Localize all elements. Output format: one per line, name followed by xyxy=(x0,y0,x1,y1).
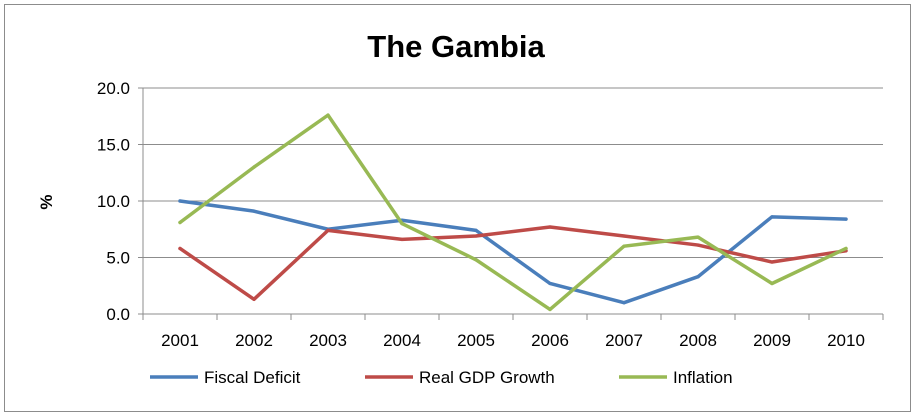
data-point xyxy=(474,258,478,262)
x-tick-label: 2003 xyxy=(309,331,347,350)
x-tick-label: 2001 xyxy=(161,331,199,350)
series-line-inflation xyxy=(178,113,848,312)
x-tick-label: 2004 xyxy=(383,331,421,350)
data-point xyxy=(696,243,700,247)
legend-label: Inflation xyxy=(673,368,733,387)
y-tick-label: 15.0 xyxy=(97,136,130,155)
data-point xyxy=(696,235,700,239)
series-lines xyxy=(178,113,848,312)
x-tick-label: 2002 xyxy=(235,331,273,350)
y-axis-label: % xyxy=(37,194,56,209)
chart-frame: The Gambia % 0.0 5.0 10.0 15.0 20.0 2001 2002 2… xyxy=(4,4,911,412)
data-point xyxy=(696,275,700,279)
data-point xyxy=(252,165,256,169)
data-point xyxy=(622,301,626,305)
y-tick-label: 20.0 xyxy=(97,79,130,98)
y-tick-label: 5.0 xyxy=(106,249,130,268)
data-point xyxy=(326,113,330,117)
data-point xyxy=(844,217,848,221)
data-point xyxy=(770,215,774,219)
y-tick-label: 0.0 xyxy=(106,305,130,324)
data-point xyxy=(400,222,404,226)
data-point xyxy=(622,244,626,248)
axes: 0.0 5.0 10.0 15.0 20.0 2001 2002 2003 2004 2005 20… xyxy=(97,79,884,350)
data-point xyxy=(326,228,330,232)
data-point xyxy=(252,209,256,213)
data-point xyxy=(178,220,182,225)
data-point xyxy=(400,237,404,242)
data-point xyxy=(474,234,478,238)
legend-label: Real GDP Growth xyxy=(419,368,555,387)
x-tick-label: 2007 xyxy=(605,331,643,350)
data-point xyxy=(548,281,552,286)
data-point xyxy=(548,307,552,312)
legend: Fiscal Deficit Real GDP Growth Inflation xyxy=(150,368,733,387)
x-tick-label: 2009 xyxy=(753,331,791,350)
y-tick-label: 10.0 xyxy=(97,192,130,211)
data-point xyxy=(474,228,478,232)
series-line-real-gdp-growth xyxy=(178,225,848,302)
data-point xyxy=(622,234,626,238)
line-chart: The Gambia % 0.0 5.0 10.0 15.0 20.0 2001 2002 2… xyxy=(37,29,884,387)
x-tick-label: 2008 xyxy=(679,331,717,350)
legend-label: Fiscal Deficit xyxy=(204,368,301,387)
data-point xyxy=(770,260,774,264)
chart-title: The Gambia xyxy=(367,29,545,64)
data-point xyxy=(178,246,182,251)
series-line-fiscal-deficit xyxy=(178,199,848,305)
data-point xyxy=(548,225,552,229)
x-tick-label: 2010 xyxy=(827,331,865,350)
data-point xyxy=(178,199,182,203)
data-point xyxy=(844,246,848,251)
data-point xyxy=(252,297,256,301)
x-tick-label: 2005 xyxy=(457,331,495,350)
x-tick-label: 2006 xyxy=(531,331,569,350)
data-point xyxy=(770,281,774,286)
